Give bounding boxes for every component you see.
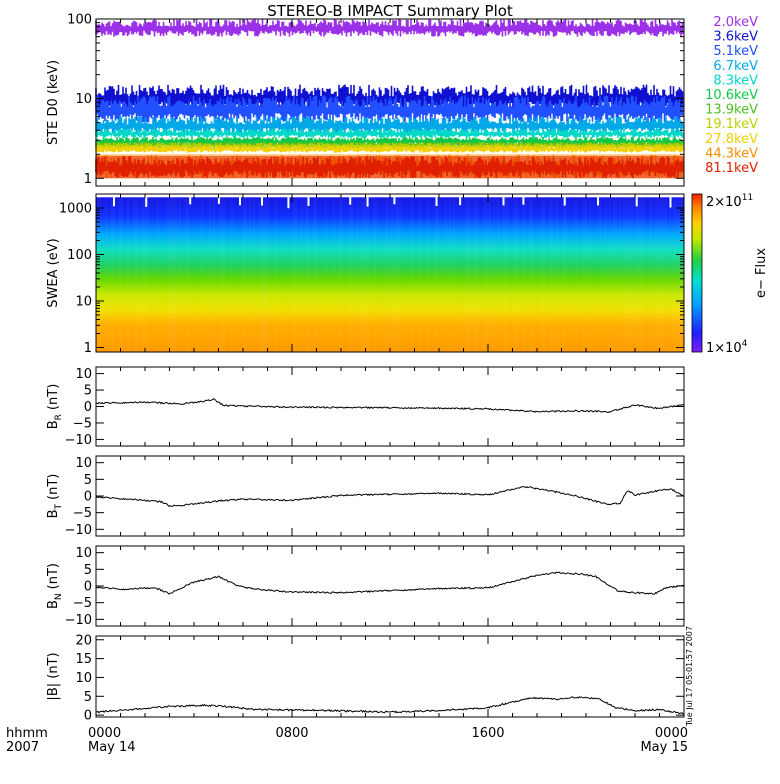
ste-legend-entry: 81.1keV bbox=[705, 161, 758, 176]
br-panel-ytick-label: 0 bbox=[84, 400, 92, 415]
bmag-ylabel: |B| (nT) bbox=[46, 652, 61, 700]
bt-panel-ytick-label: −10 bbox=[65, 523, 92, 538]
ste-legend-entry: 2.0keV bbox=[713, 15, 758, 30]
ste-series-band bbox=[96, 156, 684, 179]
swea-heatmap bbox=[96, 197, 684, 352]
bt-ylabel-main: B bbox=[46, 509, 61, 518]
bt-panel-ytick-label: 10 bbox=[75, 456, 92, 471]
bmag-panel-ytick-label: 15 bbox=[75, 652, 92, 667]
swea-ylabel: SWEA (eV) bbox=[46, 238, 61, 307]
br-ylabel: BR (nT) bbox=[46, 384, 64, 430]
xtick-date-label: May 14 bbox=[88, 740, 136, 755]
bn-ylabel-sub: N bbox=[54, 593, 64, 600]
bmag-panel-trace bbox=[95, 696, 685, 715]
generation-timestamp: Tue Jul 17 05:01:57 2007 bbox=[685, 626, 694, 727]
xtick-date-label: May 15 bbox=[640, 740, 688, 755]
xtick-label: 1600 bbox=[471, 726, 504, 741]
swea-heatmap-texture bbox=[97, 197, 683, 352]
bmag-panel-ytick-label: 20 bbox=[75, 633, 92, 648]
xtick-label: 0000 bbox=[88, 726, 121, 741]
ste-legend-entry: 13.9keV bbox=[705, 103, 758, 118]
br-ylabel-main: B bbox=[46, 420, 61, 429]
bt-ylabel: BT (nT) bbox=[46, 474, 64, 519]
bt-ylabel-unit: (nT) bbox=[46, 474, 61, 500]
ste-legend-entry: 5.1keV bbox=[713, 44, 758, 59]
xaxis-format-label: hhmm bbox=[6, 726, 48, 741]
colorbar-max-label: 2×1011 bbox=[706, 193, 753, 210]
plot-title: STEREO-B IMPACT Summary Plot bbox=[267, 2, 513, 20]
bn-ylabel: BN (nT) bbox=[46, 563, 64, 609]
swea-panel-ytick-label: 1000 bbox=[59, 201, 92, 216]
bmag-panel-ytick-label: 10 bbox=[75, 671, 92, 686]
swea-panel-ytick-label: 10 bbox=[75, 294, 92, 309]
xaxis-year-label: 2007 bbox=[6, 740, 39, 755]
ste-panel-ytick-label: 10 bbox=[75, 92, 92, 107]
bn-ylabel-main: B bbox=[46, 600, 61, 609]
bn-panel-ytick-label: 0 bbox=[84, 580, 92, 595]
ste-legend-entry: 19.1keV bbox=[705, 117, 758, 132]
bt-panel-ytick-label: 5 bbox=[84, 473, 92, 488]
br-ylabel-unit: (nT) bbox=[46, 384, 61, 410]
bn-ylabel-unit: (nT) bbox=[46, 563, 61, 589]
xtick-label: 0000 bbox=[655, 726, 688, 741]
br-panel-ytick-label: 5 bbox=[84, 384, 92, 399]
ste-legend-entry: 8.3keV bbox=[713, 73, 758, 88]
bn-panel-ytick-label: −5 bbox=[73, 596, 92, 611]
br-panel-ytick-label: −5 bbox=[73, 416, 92, 431]
bn-panel-trace bbox=[95, 571, 685, 595]
ste-panel-ytick-label: 1 bbox=[84, 172, 92, 187]
ste-series-81.1keV bbox=[95, 156, 684, 179]
ste-legend-entry: 27.8keV bbox=[705, 132, 758, 147]
ste-panel-ytick-label: 100 bbox=[67, 13, 92, 28]
colorbar-min-label: 1×104 bbox=[706, 339, 748, 356]
bn-panel-ytick-label: 10 bbox=[75, 546, 92, 561]
bmag-panel-ytick-label: 0 bbox=[84, 709, 92, 724]
bt-panel-ytick-label: −5 bbox=[73, 506, 92, 521]
ste-legend-entry: 3.6keV bbox=[713, 30, 758, 45]
bn-panel-ytick-label: −10 bbox=[65, 613, 92, 628]
bt-panel-ytick-label: 0 bbox=[84, 490, 92, 505]
bn-panel-ytick-label: 5 bbox=[84, 563, 92, 578]
bmag-panel-ytick-label: 5 bbox=[84, 690, 92, 705]
br-panel-ytick-label: 10 bbox=[75, 367, 92, 382]
swea-panel-ytick-label: 1 bbox=[84, 341, 92, 356]
xtick-label: 0800 bbox=[275, 726, 308, 741]
swea-colorbar bbox=[691, 193, 703, 353]
br-ylabel-sub: R bbox=[54, 414, 64, 420]
br-panel-ytick-label: −10 bbox=[65, 433, 92, 448]
bt-panel-trace bbox=[95, 485, 685, 508]
ste-legend-entry: 6.7keV bbox=[713, 59, 758, 74]
ste-legend-entry: 44.3keV bbox=[705, 146, 758, 161]
br-panel-trace bbox=[95, 398, 685, 413]
ste-legend-entry: 10.6keV bbox=[705, 88, 758, 103]
swea-panel-ytick-label: 100 bbox=[67, 248, 92, 263]
swea-data-gaps bbox=[113, 194, 672, 209]
bt-ylabel-sub: T bbox=[54, 503, 64, 510]
colorbar-label: e− Flux bbox=[754, 248, 769, 298]
ste-ylabel: STE D0 (keV) bbox=[46, 60, 61, 145]
